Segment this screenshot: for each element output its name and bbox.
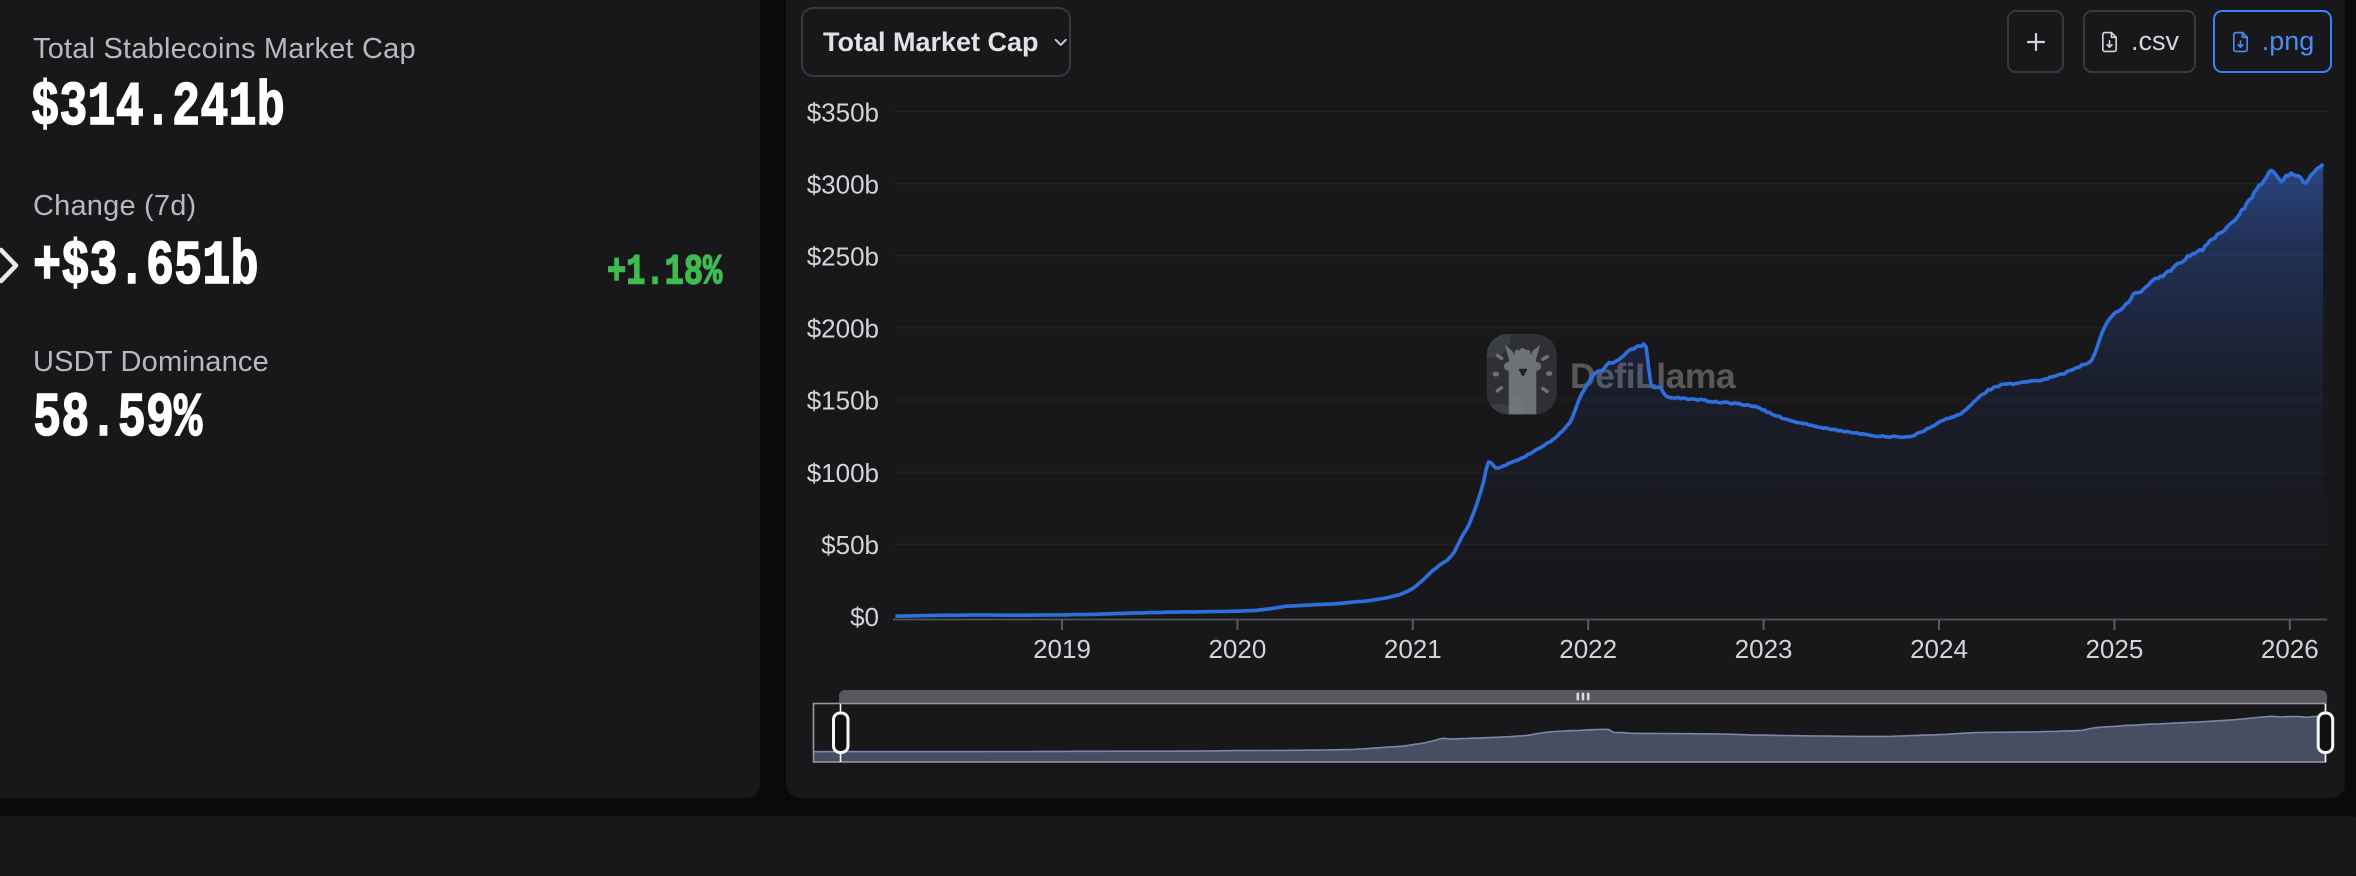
svg-text:2023: 2023: [1735, 634, 1793, 664]
svg-text:2021: 2021: [1384, 634, 1442, 664]
svg-text:2019: 2019: [1033, 634, 1091, 664]
svg-text:2024: 2024: [1910, 634, 1968, 664]
svg-text:$0: $0: [850, 602, 879, 632]
svg-text:$250b: $250b: [807, 242, 879, 272]
svg-text:2022: 2022: [1559, 634, 1617, 664]
svg-text:$200b: $200b: [807, 314, 879, 344]
svg-text:2025: 2025: [2085, 634, 2143, 664]
svg-text:$350b: $350b: [807, 97, 879, 127]
svg-text:$50b: $50b: [821, 530, 879, 560]
svg-text:$300b: $300b: [807, 169, 879, 199]
svg-text:2020: 2020: [1208, 634, 1266, 664]
svg-text:$150b: $150b: [807, 386, 879, 416]
svg-text:$100b: $100b: [807, 458, 879, 488]
svg-text:2026: 2026: [2261, 634, 2319, 664]
